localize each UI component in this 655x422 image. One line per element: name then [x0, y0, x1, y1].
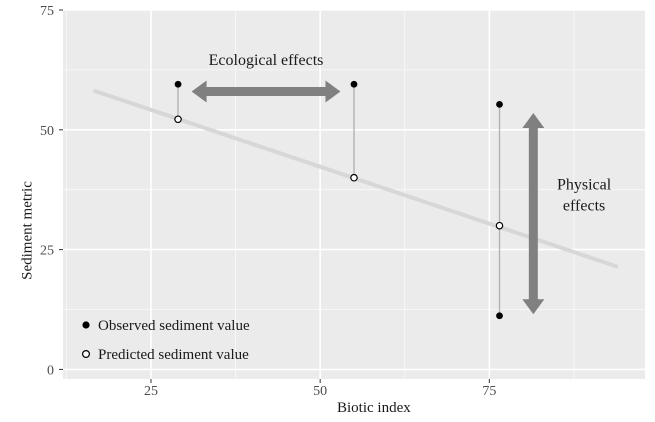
legend-observed-label: Observed sediment value [98, 318, 250, 334]
observed-point [496, 312, 503, 320]
legend-predicted-label: Predicted sediment value [98, 347, 249, 363]
y-tick-label: 50 [40, 124, 54, 139]
x-tick-label: 75 [482, 384, 496, 399]
x-tick-label: 50 [313, 384, 327, 399]
physical-effects-arrow [522, 113, 545, 315]
observed-point [174, 80, 182, 88]
x-tick-label: 25 [144, 384, 158, 399]
ecological-effects-arrow [191, 80, 341, 103]
predicted-point [174, 115, 182, 124]
x-axis-title: Biotic index [337, 400, 411, 416]
y-tick-label: 0 [47, 363, 54, 378]
ecological-effects-label: Ecological effects [209, 52, 324, 69]
physical-effects-label: effects [563, 198, 605, 215]
y-tick-label: 25 [40, 244, 54, 259]
legend-observed-marker [82, 321, 90, 329]
y-tick-label: 75 [40, 4, 54, 19]
predicted-point [350, 173, 358, 182]
observed-point [350, 80, 358, 88]
predicted-point [495, 221, 504, 230]
physical-effects-label: Physical [557, 177, 612, 194]
y-axis-title: Sediment metric [19, 181, 36, 280]
legend-predicted-marker [81, 350, 90, 359]
plot-panel [63, 10, 645, 379]
observed-point [496, 101, 503, 108]
